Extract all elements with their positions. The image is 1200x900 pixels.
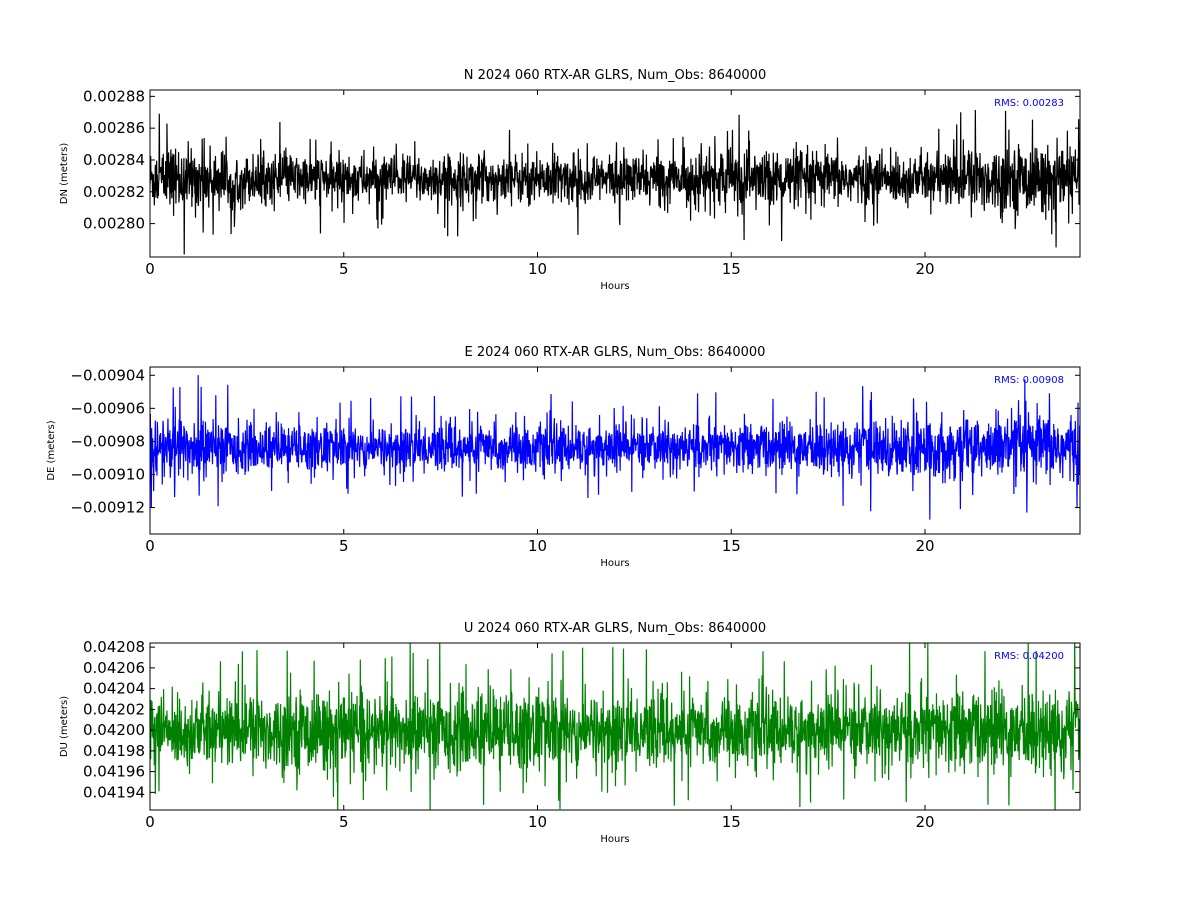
x-tick-label: 5: [339, 537, 349, 555]
y-tick-label: −0.00910: [70, 465, 145, 483]
x-tick-label: 15: [722, 813, 741, 831]
axes-frame: [149, 89, 1081, 258]
y-tick-label: 0.04202: [83, 700, 145, 718]
rms-annotation: RMS: 0.00283: [994, 98, 1064, 109]
y-tick-label: 0.04196: [83, 763, 145, 781]
y-tick-label: 0.04204: [83, 680, 145, 698]
x-tick-label: 0: [145, 813, 155, 831]
series-group: [150, 643, 1080, 810]
series-group: [150, 375, 1080, 520]
y-tick-label: −0.00912: [70, 499, 145, 517]
y-tick-label: 0.04194: [83, 783, 145, 801]
y-tick-label: 0.04198: [83, 742, 145, 760]
series-line-0: [150, 109, 1080, 255]
y-tick-label: 0.04200: [83, 721, 145, 739]
y-tick-label: −0.00906: [70, 399, 145, 417]
y-axis-label: DN (meters): [59, 143, 70, 205]
x-tick-label: 20: [915, 260, 934, 278]
x-tick-label: 15: [722, 537, 741, 555]
x-tick-label: 5: [339, 813, 349, 831]
y-tick-label: 0.00286: [83, 119, 145, 137]
x-tick-label: 10: [528, 260, 547, 278]
series-line-0: [150, 375, 1080, 520]
subplot-title: N 2024 060 RTX-AR GLRS, Num_Obs: 8640000: [464, 68, 766, 83]
y-axis-label: DE (meters): [46, 420, 57, 480]
subplot-title: E 2024 060 RTX-AR GLRS, Num_Obs: 8640000: [465, 345, 766, 360]
axes-frame: [149, 642, 1081, 811]
x-tick-label: 20: [915, 813, 934, 831]
x-tick-label: 15: [722, 260, 741, 278]
x-tick-label: 5: [339, 260, 349, 278]
x-axis-label: Hours: [600, 558, 629, 569]
y-tick-label: 0.00280: [83, 215, 145, 233]
subplots: 0 5 10 15 20 0.00280 0.00282 0.00284 0.00286 0.00…: [46, 68, 1081, 845]
series-group: [150, 109, 1080, 255]
y-tick-label: 0.00282: [83, 183, 145, 201]
subplot-title: U 2024 060 RTX-AR GLRS, Num_Obs: 8640000: [464, 621, 766, 636]
y-tick-label: 0.00284: [83, 151, 145, 169]
y-tick-label: 0.04208: [83, 638, 145, 656]
y-tick-label: 0.04206: [83, 659, 145, 677]
y-tick-label: −0.00904: [70, 366, 145, 384]
x-axis-label: Hours: [600, 834, 629, 845]
x-tick-label: 0: [145, 537, 155, 555]
x-tick-label: 20: [915, 537, 934, 555]
series-line-0: [150, 643, 1080, 810]
rms-annotation: RMS: 0.04200: [994, 651, 1064, 662]
y-axis-label: DU (meters): [59, 696, 70, 757]
subplot-e: 0 5 10 15 20 −0.00904 −0.00906 −0.00908 −0.00910…: [46, 345, 1081, 569]
x-tick-label: 10: [528, 537, 547, 555]
x-tick-label: 10: [528, 813, 547, 831]
x-axis-label: Hours: [600, 281, 629, 292]
x-tick-label: 0: [145, 260, 155, 278]
y-tick-label: 0.00288: [83, 87, 145, 105]
axes-frame: [149, 366, 1081, 535]
y-tick-label: −0.00908: [70, 432, 145, 450]
subplot-u: 0 5 10 15 20 0.04194 0.04196 0.04198 0.04200 0.04…: [59, 621, 1081, 845]
rms-annotation: RMS: 0.00908: [994, 375, 1064, 386]
subplot-n: 0 5 10 15 20 0.00280 0.00282 0.00284 0.00286 0.00…: [59, 68, 1081, 292]
